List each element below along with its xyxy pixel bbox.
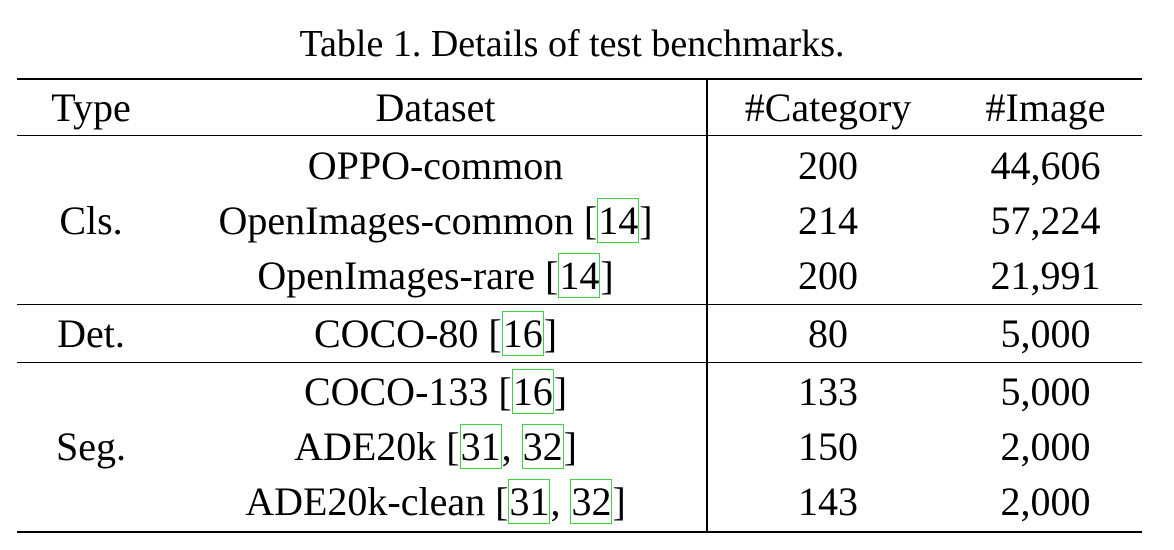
group-rule <box>17 362 1142 363</box>
category-count: 200 <box>798 253 858 298</box>
image-count: 5,000 <box>1000 311 1091 356</box>
header-dataset: Dataset <box>375 85 496 130</box>
image-count: 2,000 <box>1000 479 1091 524</box>
dataset-cell: ADE20k [31, 32] <box>294 424 577 469</box>
citation-link[interactable]: 14 <box>597 198 640 243</box>
image-count: 5,000 <box>1000 369 1091 414</box>
dataset-cell: ADE20k-clean [31, 32] <box>245 479 626 524</box>
image-count: 2,000 <box>1000 424 1091 469</box>
image-count: 57,224 <box>990 198 1101 243</box>
dataset-cell: OPPO-common <box>165 138 706 193</box>
dataset-cell: OpenImages-common [14] <box>218 198 653 243</box>
group-rule <box>17 304 1142 305</box>
citation-link[interactable]: 16 <box>501 311 544 356</box>
dataset-name: OpenImages-common <box>218 198 574 243</box>
category-count: 214 <box>798 198 858 243</box>
dataset-cell: COCO-133 [16] <box>303 369 568 414</box>
image-count: 21,991 <box>990 253 1101 298</box>
citation-link[interactable]: 14 <box>558 253 601 298</box>
dataset-name: COCO-133 <box>303 369 489 414</box>
citation-link[interactable]: 31 <box>459 424 502 469</box>
header-category: #Category <box>744 85 912 130</box>
column-separator <box>706 78 708 533</box>
category-count: 150 <box>798 424 858 469</box>
dataset-cell: OpenImages-rare [14] <box>257 253 614 298</box>
image-count: 44,606 <box>990 143 1101 188</box>
dataset-cell: COCO-80 [16] <box>313 311 558 356</box>
category-count: 143 <box>798 479 858 524</box>
category-count: 200 <box>798 143 858 188</box>
header-image: #Image <box>985 85 1106 130</box>
header-type: Type <box>51 85 131 130</box>
dataset-name: ADE20k-clean <box>245 479 486 524</box>
table-bottom-rule <box>17 531 1142 533</box>
type-label: Seg. <box>56 424 126 469</box>
category-count: 133 <box>798 369 858 414</box>
citation-link[interactable]: 32 <box>570 479 613 524</box>
table-top-rule <box>17 78 1142 80</box>
category-count: 80 <box>808 311 848 356</box>
citation-link[interactable]: 31 <box>508 479 551 524</box>
dataset-name: ADE20k <box>294 424 437 469</box>
dataset-name: OPPO-common <box>307 143 564 188</box>
type-label: Det. <box>57 311 125 356</box>
type-label: Cls. <box>59 198 123 243</box>
citation-link[interactable]: 16 <box>511 369 554 414</box>
citation-link[interactable]: 32 <box>521 424 564 469</box>
table-caption: Table 1. Details of test benchmarks. <box>299 23 845 65</box>
dataset-name: COCO-80 <box>313 311 479 356</box>
header-rule <box>17 135 1142 136</box>
dataset-name: OpenImages-rare <box>257 253 535 298</box>
